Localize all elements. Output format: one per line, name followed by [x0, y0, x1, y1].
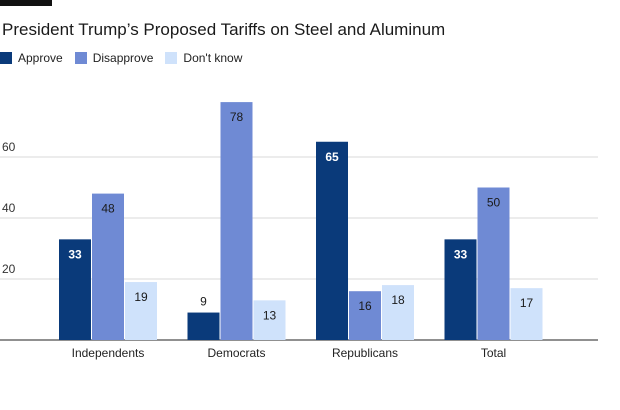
legend-swatch-dont-know	[165, 52, 178, 64]
data-label-democrats-don-t-know: 13	[263, 308, 277, 322]
chart-title: President Trump’s Proposed Tariffs on St…	[2, 20, 446, 39]
data-label-independents-don-t-know: 19	[134, 290, 148, 304]
top-accent-bar	[0, 0, 52, 6]
legend-label-approve: Approve	[18, 51, 63, 65]
x-tick-label-independents: Independents	[72, 346, 145, 360]
bar-republicans-disapprove	[349, 291, 381, 340]
legend-label-dont-know: Don't know	[183, 51, 243, 65]
bar-total-disapprove	[477, 187, 510, 340]
data-label-democrats-disapprove: 78	[230, 110, 244, 124]
data-label-total-approve: 33	[454, 247, 468, 261]
bar-independents-disapprove	[92, 193, 124, 340]
data-label-independents-disapprove: 48	[101, 202, 115, 216]
bar-independents-approve	[59, 239, 91, 340]
y-tick-label-40: 40	[2, 201, 16, 215]
x-tick-label-republicans: Republicans	[332, 346, 398, 360]
x-tick-label-total: Total	[481, 346, 506, 360]
data-label-independents-approve: 33	[68, 247, 82, 261]
legend-item-approve: Approve	[0, 51, 63, 65]
legend-item-dont-know: Don't know	[165, 51, 242, 65]
bar-democrats-approve	[187, 312, 220, 340]
data-label-republicans-disapprove: 16	[358, 299, 372, 313]
bar-independents-don-t-know	[125, 282, 157, 340]
bar-democrats-disapprove	[220, 102, 253, 340]
legend-swatch-disapprove	[74, 52, 87, 64]
x-tick-label-democrats: Democrats	[207, 346, 265, 360]
legend-label-disapprove: Disapprove	[92, 51, 154, 65]
legend-item-disapprove: Disapprove	[74, 51, 154, 65]
bar-republicans-don-t-know	[382, 285, 414, 340]
data-label-total-disapprove: 50	[487, 196, 501, 210]
data-label-democrats-approve: 9	[200, 295, 207, 309]
bar-democrats-don-t-know	[253, 300, 286, 340]
data-label-republicans-don-t-know: 18	[391, 293, 405, 307]
y-tick-label-20: 20	[2, 262, 16, 276]
legend-swatch-approve	[0, 52, 12, 64]
bar-total-don-t-know	[510, 288, 543, 340]
chart-legend: Approve Disapprove Don't know	[0, 50, 254, 66]
y-tick-label-60: 60	[2, 140, 16, 154]
bar-total-approve	[444, 239, 477, 340]
bar-republicans-approve	[316, 141, 348, 340]
data-label-total-don-t-know: 17	[520, 296, 534, 310]
data-label-republicans-approve: 65	[325, 150, 339, 164]
